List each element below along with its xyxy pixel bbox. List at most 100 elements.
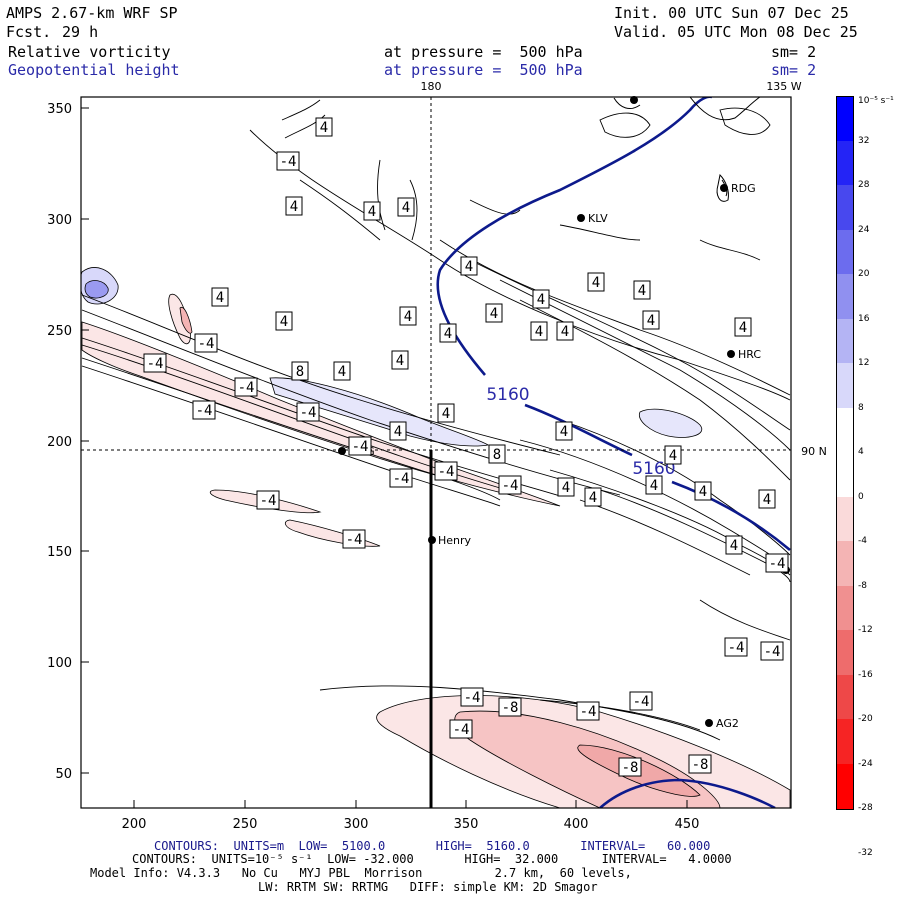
- x-tick-label: 400: [564, 817, 589, 832]
- contour-value-label: -4: [449, 719, 473, 739]
- colorbar-segment: [836, 363, 854, 408]
- footer-model-info: Model Info: V4.3.3 No Cu MYJ PBL Morriso…: [90, 866, 632, 880]
- contour-value-label: 4: [556, 321, 574, 341]
- contour-value-label: 4: [485, 303, 503, 323]
- x-tick-label: 200: [122, 817, 147, 832]
- contour-value-text: -4: [393, 471, 410, 487]
- x-tick-label: 300: [344, 817, 369, 832]
- vorticity-shade-negative: [81, 321, 561, 507]
- contour-value-label: -4: [629, 691, 653, 711]
- colorbar-unit: 10⁻⁵ s⁻¹: [858, 96, 894, 106]
- contour-value-label: 4: [694, 481, 712, 501]
- vorticity-shade-positive: [638, 408, 703, 438]
- contour-value-text: 4: [320, 120, 328, 136]
- contour-value-text: 4: [647, 313, 655, 329]
- x-tick-label: 250: [233, 817, 258, 832]
- contour-value-text: 4: [490, 306, 498, 322]
- station-label: Henry: [438, 534, 472, 547]
- field1-level: at pressure = 500 hPa: [384, 43, 583, 61]
- contour-value-text: -4: [769, 556, 786, 572]
- contour-value-label: -4: [498, 475, 522, 495]
- contour-value-label: -8: [688, 754, 712, 774]
- contour-value-text: -4: [580, 704, 597, 720]
- contour-value-label: -4: [342, 529, 366, 549]
- contour-value-label: 4: [642, 310, 660, 330]
- station-label: HRC: [738, 348, 761, 361]
- contour-value-text: 8: [493, 447, 501, 463]
- colorbar-segment: [836, 185, 854, 230]
- vorticity-shade-negative: [284, 519, 381, 547]
- colorbar-level-label: 24: [858, 224, 870, 235]
- contour-value-text: 4: [669, 448, 677, 464]
- latitude-90n-label: 90 N: [801, 445, 827, 458]
- colorbar-level-label: 8: [858, 402, 864, 413]
- colorbar-level-label: 4: [858, 447, 864, 457]
- station-marker: [705, 719, 713, 727]
- contour-value-label: 4: [532, 289, 550, 309]
- contour-value-label: 4: [391, 350, 409, 370]
- field2-name: Geopotential height: [8, 61, 180, 79]
- contour-value-label: -4: [276, 151, 300, 171]
- contour-value-label: -4: [765, 553, 789, 573]
- station-marker: [428, 536, 436, 544]
- colorbar-level-label: -4: [858, 536, 867, 546]
- colorbar-segment: [836, 719, 854, 764]
- contour-value-text: -4: [502, 478, 519, 494]
- contour-value-text: 4: [592, 275, 600, 291]
- height-contour-label: 5160: [486, 385, 529, 405]
- colorbar-segment: [836, 585, 854, 631]
- contour-value-label: -4: [296, 402, 320, 422]
- colorbar-level-label: -20: [858, 714, 873, 724]
- contour-value-text: 4: [402, 200, 410, 216]
- station-marker: [727, 350, 735, 358]
- colorbar-level-label: -12: [858, 625, 873, 635]
- contour-value-label: 4: [399, 306, 417, 326]
- colorbar-level-label: -32: [858, 847, 873, 858]
- contour-value-text: -4: [346, 532, 363, 548]
- contour-value-text: 4: [290, 199, 298, 215]
- contour-value-label: -4: [194, 333, 218, 353]
- colorbar-level-label: -16: [858, 669, 873, 680]
- stations: KLV HRC MCG Henry AG2 RDG: [338, 96, 790, 730]
- vorticity-shade-negative: [168, 293, 191, 345]
- colorbar-segment: [836, 96, 854, 142]
- contour-value-label: 4: [315, 117, 333, 137]
- contour-value-label: 4: [460, 256, 478, 276]
- station-label: AG2: [716, 717, 739, 730]
- contour-value-text: 4: [404, 309, 412, 325]
- station-label: KLV: [588, 212, 608, 225]
- y-tick-label: 350: [47, 102, 72, 117]
- contour-value-label: -4: [460, 687, 484, 707]
- contour-value-text: 4: [638, 283, 646, 299]
- colorbar-level-label: 20: [858, 269, 870, 279]
- contour-value-label: -4: [143, 353, 167, 373]
- contour-value-text: 4: [442, 406, 450, 422]
- colorbar-level-label: -24: [858, 758, 873, 769]
- colorbar-segment: [836, 763, 854, 810]
- contour-value-text: 4: [560, 424, 568, 440]
- contour-value-text: 4: [562, 480, 570, 496]
- colorbar-segment: [836, 674, 854, 720]
- contour-value-text: 4: [280, 314, 288, 330]
- contour-value-label: 4: [587, 272, 605, 292]
- plot-frame: [80, 96, 792, 809]
- contour-value-label: 4: [734, 317, 752, 337]
- x-tick-label: 450: [675, 817, 700, 832]
- station-marker: [630, 96, 638, 104]
- contour-value-label: -4: [256, 490, 280, 510]
- contour-value-label: 8: [488, 444, 506, 464]
- colorbar-level-label: 16: [858, 313, 870, 324]
- forecast-hour: 29 h: [62, 23, 99, 41]
- contour-value-label: 4: [758, 489, 776, 509]
- contour-value-text: 4: [699, 484, 707, 500]
- y-tick-label: 250: [47, 324, 72, 339]
- contour-value-label: 4: [530, 321, 548, 341]
- contour-value-label: 4: [664, 445, 682, 465]
- contour-value-text: 4: [739, 320, 747, 336]
- contour-value-label: 4: [397, 197, 415, 217]
- field1-smoothing: sm= 2: [771, 43, 817, 61]
- contour-value-text: 4: [561, 324, 569, 340]
- colorbar-segment: [836, 318, 854, 364]
